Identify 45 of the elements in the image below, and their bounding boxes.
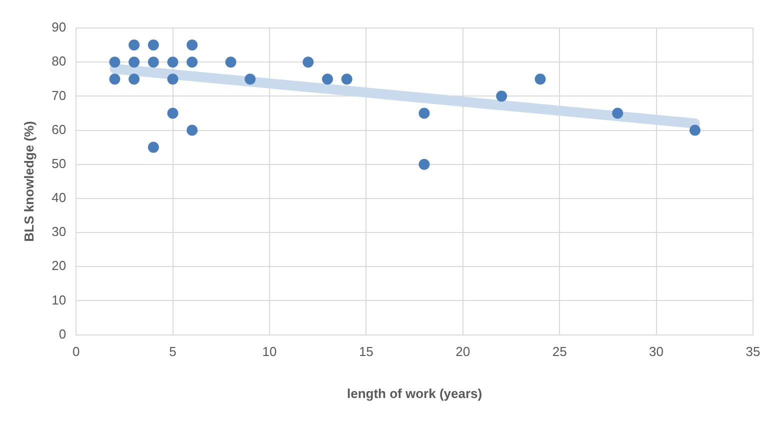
x-tick-label: 5 [169,344,176,360]
x-tick-label: 25 [552,344,567,360]
point [128,56,140,68]
x-tick-label: 10 [262,344,277,360]
y-tick-label: 70 [52,88,66,103]
y-tick-label: 30 [52,224,66,240]
y-tick-label: 90 [52,20,66,35]
point [109,56,120,68]
point [322,74,333,85]
point [302,56,314,68]
point [167,56,178,68]
point [167,108,178,119]
y-tick-label: 80 [52,54,66,69]
x-tick-label: 20 [456,344,470,360]
x-tick-label: 35 [746,344,760,360]
point [612,108,624,119]
y-tick-label: 10 [52,292,66,308]
point [109,74,120,85]
x-axis-title: length of work (years) [346,386,482,401]
point [244,74,256,85]
point [148,40,159,51]
point [148,142,159,153]
point [167,74,178,85]
point [225,56,236,68]
y-axis-title: BLS knowledge (%) [21,121,36,242]
y-tick-label: 40 [52,190,66,206]
point [186,124,198,136]
point [534,74,546,85]
point [186,56,198,68]
x-tick-label: 0 [72,344,80,360]
point [418,108,430,119]
point [341,74,352,85]
point [418,158,430,170]
x-tick-label: 15 [358,344,374,360]
point [128,74,140,85]
x-tick-label: 30 [649,344,664,360]
point [496,90,508,102]
y-tick-label: 20 [52,258,66,274]
y-tick-label: 0 [58,326,66,342]
point [128,40,140,51]
point [148,56,159,68]
point [689,124,700,136]
y-tick-label: 60 [52,122,66,137]
y-tick-label: 50 [52,156,66,171]
point [186,40,198,51]
